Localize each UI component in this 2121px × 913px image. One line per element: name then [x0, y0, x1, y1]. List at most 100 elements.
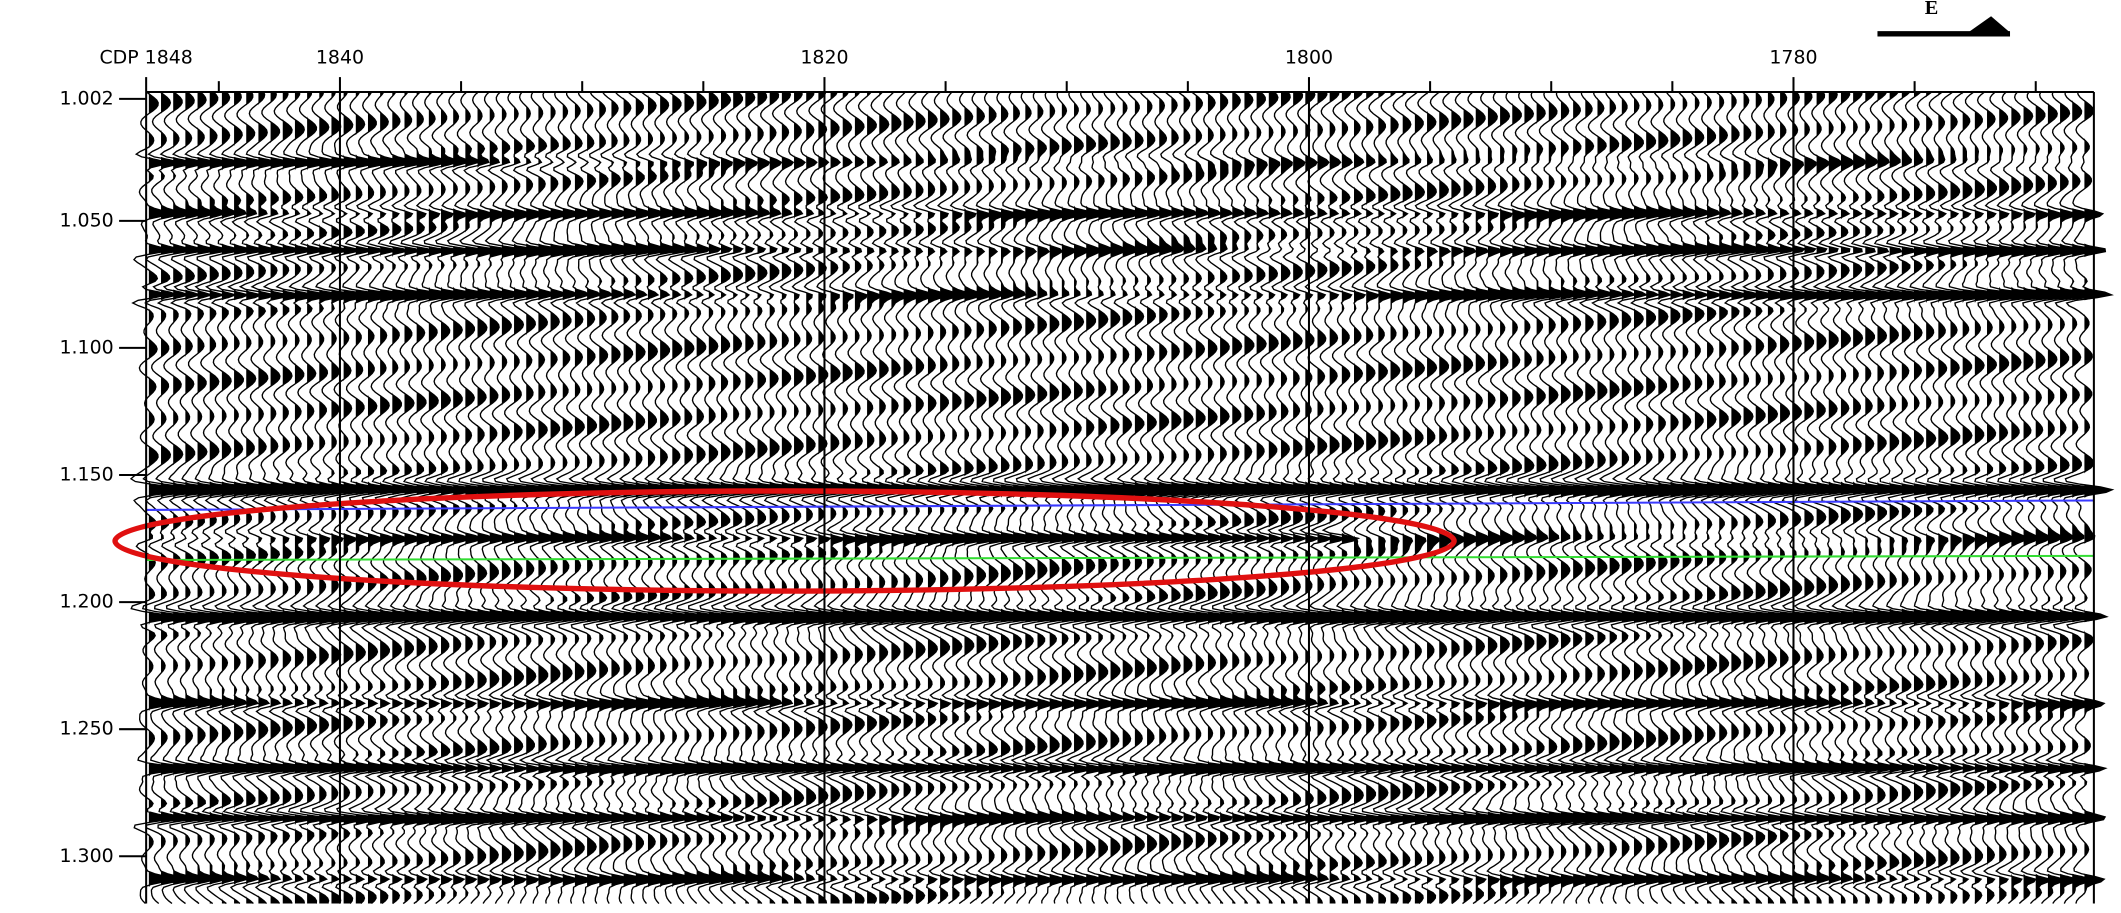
trace-fill [2084, 91, 2113, 904]
trace-fill [733, 91, 766, 904]
direction-indicator: E [1877, 0, 2011, 37]
trace-fill [1000, 91, 1030, 904]
trace-fill [501, 91, 533, 904]
trace-fill [185, 91, 220, 904]
trace-fill [489, 91, 522, 904]
trace-fill [1366, 91, 1406, 904]
trace-fill [270, 91, 306, 904]
x-tick-label: 1780 [1769, 47, 1817, 69]
trace-fill [672, 91, 707, 904]
trace-fill [1767, 91, 1802, 904]
trace-fill [1792, 91, 1823, 904]
axes: CDP 1848 1840 1820 1800 1780 1.002 1.050 1.100 1… [60, 47, 2095, 904]
trace-fill [514, 91, 545, 904]
trace-fill [915, 91, 950, 904]
trace-fill [1512, 91, 1544, 904]
trace-fill [258, 91, 294, 904]
y-tick-label: 1.050 [60, 209, 114, 231]
y-tick-label: 1.200 [60, 591, 114, 613]
trace-fill [1171, 91, 1210, 904]
trace-fill [708, 91, 743, 904]
trace-fill [1025, 91, 1054, 904]
trace-fill [1159, 91, 1198, 904]
trace-fill [1743, 91, 1780, 904]
y-tick-label: 1.250 [60, 718, 114, 740]
trace-fill [319, 91, 355, 904]
trace-fill [1913, 91, 1953, 904]
x-tick-label: 1840 [316, 47, 364, 69]
y-tick-label: 1.100 [60, 336, 114, 358]
trace-fill [209, 91, 245, 904]
trace-fill [1013, 91, 1042, 904]
trace-fill [745, 91, 778, 904]
trace-fill [1780, 91, 1813, 904]
x-tick-label: 1820 [800, 47, 848, 69]
trace-fill [1755, 91, 1791, 904]
trace-fill [635, 91, 672, 904]
trace-fill [1865, 91, 1902, 904]
trace-fill [453, 91, 486, 904]
trace-fill [1926, 91, 1965, 904]
y-tick-label: 1.150 [60, 464, 114, 486]
trace-fill [1244, 91, 1277, 904]
trace-fill [1427, 91, 1464, 904]
trace-fill [1195, 91, 1233, 904]
trace-fill [952, 91, 984, 904]
trace-fill [465, 91, 498, 904]
trace-fill [1524, 91, 1556, 904]
trace-fill [343, 91, 379, 904]
trace-fill [867, 91, 905, 904]
trace-fill [927, 91, 961, 904]
trace-fill [1719, 91, 1758, 904]
trace-fill [976, 91, 1007, 904]
trace-fill [526, 91, 556, 904]
trace-fill [1183, 91, 1221, 904]
trace-fill [294, 91, 331, 904]
trace-fill [757, 91, 790, 904]
direction-label: E [1925, 0, 1939, 19]
trace-fill [623, 91, 660, 904]
trace-fill [1402, 91, 1441, 904]
trace-fill [574, 91, 610, 904]
trace-fill [1451, 91, 1485, 904]
trace-fill [173, 91, 208, 904]
trace-fill [1889, 91, 1928, 904]
trace-fill [964, 91, 995, 904]
trace-fill [854, 91, 893, 904]
trace-fill [1280, 91, 1312, 904]
trace-fill [940, 91, 972, 904]
trace-fill [477, 91, 510, 904]
traces [129, 91, 2115, 905]
trace-fill [842, 91, 881, 904]
x-tick-label: CDP 1848 [99, 47, 192, 69]
trace-fill [1220, 91, 1255, 904]
trace-fill [1414, 91, 1453, 904]
trace-fill [1901, 91, 1941, 904]
trace-fill [1804, 91, 1835, 904]
trace-fill [1293, 91, 1326, 904]
trace-fill [1268, 91, 1300, 904]
trace-fill [769, 91, 804, 904]
trace-fill [1463, 91, 1496, 904]
trace-fill [1037, 91, 1066, 904]
trace-fill [1378, 91, 1418, 904]
trace-fill [221, 91, 258, 904]
y-tick-label: 1.300 [60, 845, 114, 867]
trace-fill [161, 91, 195, 904]
trace-fill [1938, 91, 1977, 904]
trace-fill [1731, 91, 1769, 904]
trace-fill [1853, 91, 1889, 904]
trace-fill [879, 91, 916, 904]
x-tick-label: 1800 [1285, 47, 1333, 69]
highlight-ellipse [112, 488, 1457, 594]
trace-fill [550, 91, 584, 904]
trace-fill [684, 91, 719, 904]
trace-fill [1536, 91, 1569, 904]
trace-fill [988, 91, 1018, 904]
trace-fill [1816, 91, 1849, 904]
trace-fill [1828, 91, 1862, 904]
y-tick-label: 1.002 [60, 87, 114, 109]
trace-fill [1390, 91, 1430, 904]
